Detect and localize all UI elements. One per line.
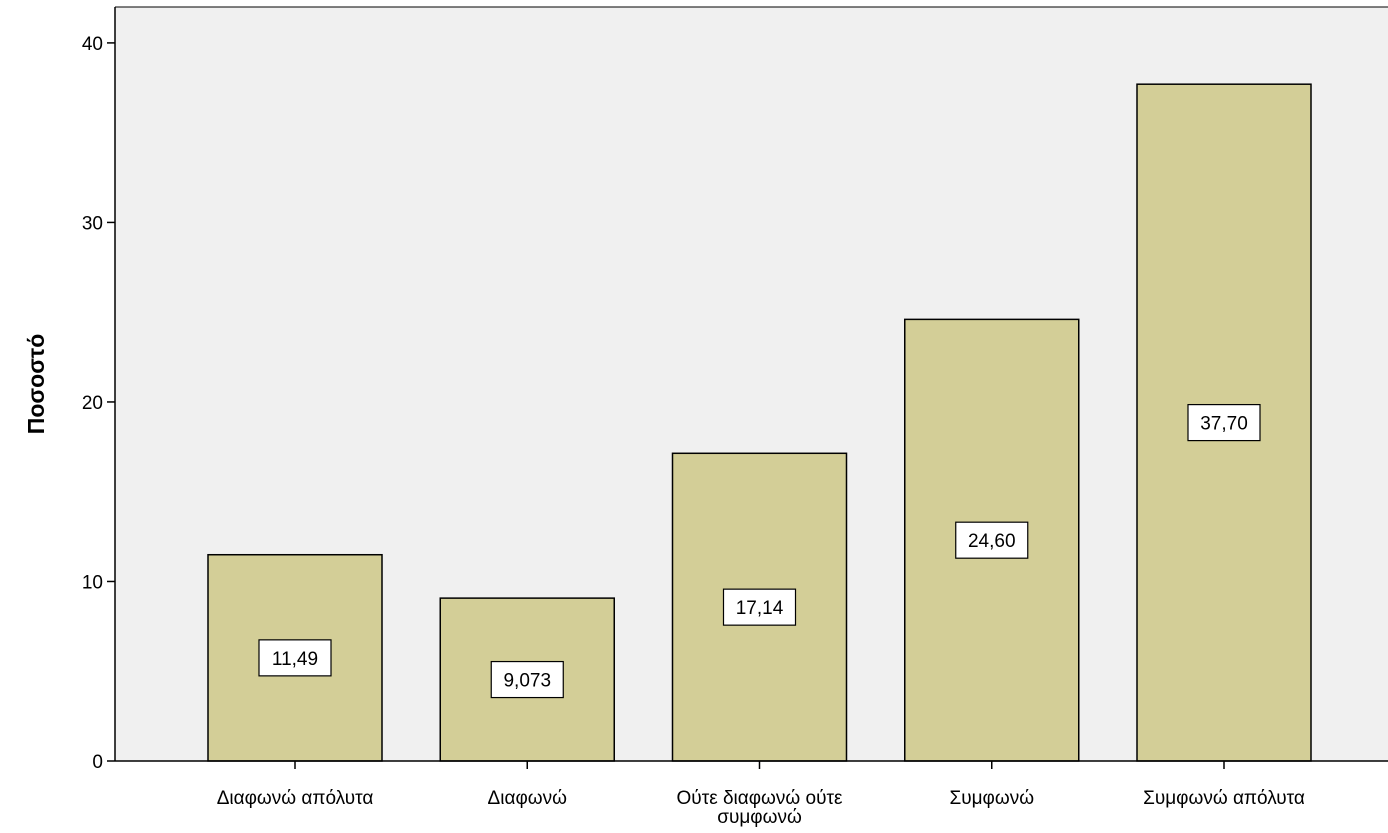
data-label-box bbox=[955, 521, 1029, 559]
data-label-box bbox=[1187, 403, 1261, 442]
y-tick-label: 40 bbox=[82, 34, 103, 55]
data-label: 37,70 bbox=[1200, 414, 1248, 435]
data-label: 17,14 bbox=[736, 598, 784, 619]
y-tick-label: 0 bbox=[92, 752, 103, 773]
x-tick-label: Διαφωνώ απόλυτα bbox=[217, 788, 374, 809]
x-ticks-group: Διαφωνώ απόλυτα Διαφωνώ Ούτε διαφωνώ ούτε σ… bbox=[217, 761, 1305, 828]
y-axis-label: Ποσοστό bbox=[23, 334, 49, 435]
y-tick-label: 20 bbox=[82, 393, 103, 414]
x-tick-label: Συμφωνώ απόλυτα bbox=[1143, 788, 1305, 809]
data-label: 24,60 bbox=[968, 531, 1016, 552]
data-label-box bbox=[490, 660, 564, 699]
data-label: 11,49 bbox=[272, 649, 318, 670]
x-tick-label: Διαφωνώ bbox=[488, 788, 568, 809]
x-tick-label: Ούτε διαφωνώ ούτε συμφωνώ bbox=[677, 788, 843, 828]
data-labels-group: 11,49 9,073 17,14 24,60 37,70 bbox=[258, 403, 1261, 699]
data-label: 9,073 bbox=[503, 671, 551, 692]
axes-group bbox=[114, 6, 1388, 762]
data-label-box bbox=[258, 639, 332, 677]
y-ticks-group: 0 10 20 30 40 bbox=[82, 34, 115, 773]
x-tick-label: Συμφωνώ bbox=[949, 788, 1034, 809]
y-tick-label: 30 bbox=[82, 213, 103, 234]
y-tick-label: 10 bbox=[82, 572, 103, 593]
data-label-box bbox=[722, 588, 797, 626]
